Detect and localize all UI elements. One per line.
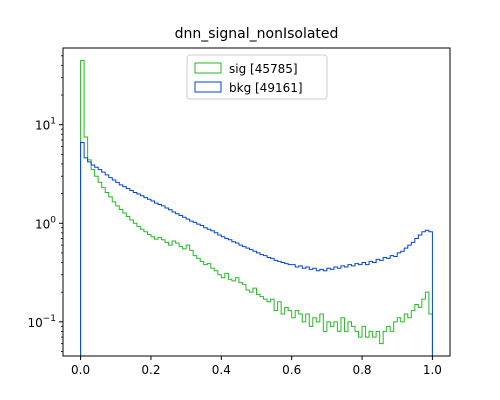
axes-frame <box>62 47 451 357</box>
x-tick-label: 0.0 <box>71 363 90 377</box>
x-tick-label: 1.0 <box>423 363 442 377</box>
series-layer <box>80 59 433 356</box>
legend-box <box>186 54 328 100</box>
axes-layer: 0.0 0.2 0.4 0.6 0.8 1.0 10−1 100 101 <box>27 47 451 377</box>
y-tick-label: 100 <box>35 215 56 231</box>
chart-title: dnn_signal_nonIsolated <box>175 26 339 42</box>
x-tick-label: 0.6 <box>282 363 301 377</box>
legend-swatch-bkg <box>194 81 222 93</box>
x-tick-label: 0.2 <box>141 363 160 377</box>
legend: sig [45785] bkg [49161] <box>186 54 328 100</box>
legend-label-sig: sig [45785] <box>229 62 298 76</box>
legend-swatch-sig <box>194 62 222 74</box>
series-bkg-step-line <box>80 141 433 356</box>
y-tick-label: 101 <box>35 117 56 133</box>
y-tick-label: 10−1 <box>27 314 56 330</box>
legend-label-bkg: bkg [49161] <box>229 81 303 95</box>
x-tick-label: 0.8 <box>352 363 371 377</box>
x-tick-label: 0.4 <box>212 363 231 377</box>
series-sig-step-line <box>80 59 433 356</box>
